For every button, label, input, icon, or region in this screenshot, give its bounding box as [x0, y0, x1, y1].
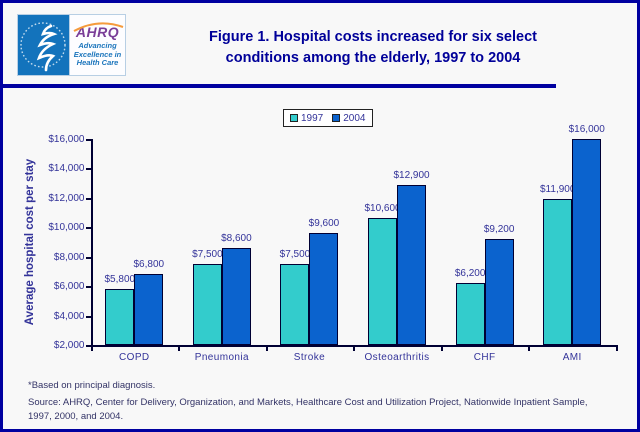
- legend-label: 2004: [343, 112, 366, 124]
- hhs-seal: [18, 15, 69, 75]
- bar-2004-Stroke: [309, 233, 339, 345]
- bar-2004-Osteoarthritis: [397, 184, 427, 345]
- y-tick-label: $4,000: [53, 310, 85, 322]
- bar-2004-COPD: [134, 274, 164, 345]
- x-tick: [265, 345, 268, 351]
- header-divider: [3, 84, 556, 88]
- bar-value-label: $6,200: [454, 268, 486, 280]
- footnote-source-line1: Source: AHRQ, Center for Delivery, Organ…: [28, 397, 588, 408]
- ahrq-tagline-line: Advancing: [78, 41, 117, 50]
- bar-1997-CHF: [455, 283, 485, 345]
- y-tick: [85, 345, 91, 347]
- chart-legend: 1997 2004: [283, 109, 373, 127]
- bar-value-label: $10,600: [364, 203, 401, 215]
- x-tick: [440, 345, 443, 351]
- bar-chart: $2,000 $4,000 $6,000 $8,000 $10,000 $12,000 $1…: [3, 3, 637, 429]
- category-label: Pneumonia: [194, 352, 249, 363]
- ahrq-hhs-logo: AHRQ Advancing Excellence in Health Care: [17, 14, 126, 76]
- y-tick-label: $16,000: [48, 134, 85, 145]
- y-tick-label: $6,000: [53, 281, 85, 293]
- legend-label: 1997: [301, 112, 324, 124]
- bar-value-label: $16,000: [568, 124, 605, 135]
- x-tick: [528, 345, 531, 351]
- x-tick: [178, 345, 181, 351]
- bar-2004-AMI: [572, 139, 602, 345]
- ahrq-tagline-line: Excellence in: [73, 49, 122, 59]
- category-label: Osteoarthritis: [364, 352, 430, 363]
- bar-value-label: $9,600: [308, 218, 340, 230]
- y-tick-label: $12,000: [48, 192, 85, 204]
- hhs-eagle-icon: [20, 22, 66, 72]
- bar-value-label: $7,500: [279, 249, 311, 261]
- bar-value-label: $6,800: [133, 259, 165, 271]
- y-tick: [85, 227, 91, 230]
- bar-1997-COPD: [105, 289, 135, 345]
- bar-value-label: $8,600: [221, 232, 252, 244]
- ahrq-wordmark: AHRQ: [75, 24, 120, 40]
- category-label: AMI: [562, 352, 582, 363]
- y-tick: [85, 139, 91, 141]
- y-tick: [85, 286, 91, 289]
- figure-title-line2: conditions among the elderly, 1997 to 20…: [225, 50, 521, 66]
- footnote-source-line2: 1997, 2000, and 2004.: [28, 410, 124, 422]
- bar-1997-Stroke: [280, 264, 310, 345]
- bar-1997-Pneumonia: [192, 264, 222, 345]
- y-tick-label: $10,000: [48, 222, 85, 234]
- bar-value-label: $11,900: [540, 184, 576, 196]
- footnote-note: *Based on principal diagnosis.: [28, 380, 156, 391]
- figure-title-line1: Figure 1. Hospital costs increased for s…: [209, 29, 537, 45]
- bar-value-label: $7,500: [192, 249, 223, 261]
- y-tick: [85, 315, 91, 318]
- y-tick: [85, 168, 91, 171]
- legend-swatch-icon: [290, 114, 298, 122]
- legend-item-2004: 2004: [332, 112, 366, 124]
- bar-2004-Pneumonia: [221, 247, 251, 345]
- footnote-source: Source: AHRQ, Center for Delivery, Organ…: [28, 396, 588, 423]
- ahrq-swoosh-icon: [73, 22, 124, 32]
- legend-item-1997: 1997: [290, 113, 323, 124]
- y-tick-label: $2,000: [53, 340, 85, 351]
- y-tick: [85, 256, 91, 259]
- x-tick: [353, 345, 356, 351]
- ahrq-tagline: Advancing Excellence in Health Care: [70, 41, 125, 68]
- category-label: COPD: [119, 352, 150, 363]
- y-tick-label: $14,000: [48, 163, 85, 175]
- bar-value-label: $5,800: [104, 274, 136, 286]
- category-label: CHF: [473, 352, 496, 363]
- y-axis: [90, 139, 93, 347]
- ahrq-tagline-line: Health Care: [76, 58, 119, 67]
- y-tick: [85, 197, 91, 200]
- bar-value-label: $9,200: [483, 224, 515, 236]
- x-tick: [90, 345, 93, 351]
- legend-swatch-icon: [332, 114, 341, 122]
- figure-title: Figure 1. Hospital costs increased for s…: [153, 27, 593, 69]
- bar-1997-AMI: [543, 199, 573, 345]
- ahrq-logo: AHRQ Advancing Excellence in Health Care: [69, 15, 125, 75]
- category-label: Stroke: [293, 352, 326, 363]
- x-tick: [616, 345, 618, 351]
- bar-2004-CHF: [484, 239, 514, 345]
- bar-value-label: $12,900: [393, 169, 430, 181]
- y-tick-label: $8,000: [53, 251, 85, 263]
- bar-1997-Osteoarthritis: [368, 218, 398, 345]
